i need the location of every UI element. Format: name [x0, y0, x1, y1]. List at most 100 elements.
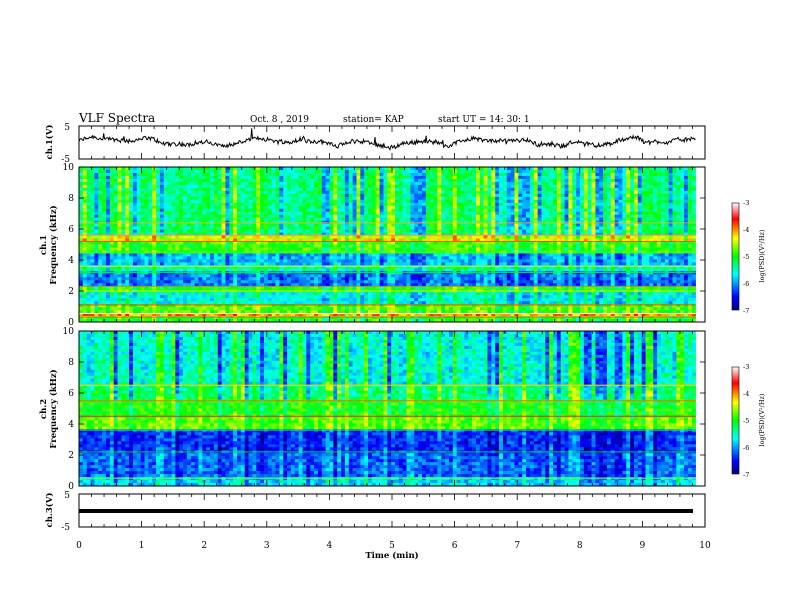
spectrogram-cell	[117, 244, 122, 248]
spectrogram-cell	[657, 202, 662, 207]
spectrogram-cell	[487, 202, 492, 207]
spectrogram-cell	[94, 196, 99, 201]
spectrogram-cell	[206, 211, 211, 215]
spectrogram-cell	[483, 220, 488, 224]
spectrogram-cell	[633, 238, 639, 242]
spectrogram-cell	[283, 247, 288, 251]
spectrogram-cell	[163, 232, 168, 236]
spectrogram-cell	[221, 202, 226, 207]
spectrogram-cell	[240, 202, 246, 207]
spectrogram-cell	[183, 241, 188, 245]
spectrogram-cell	[514, 205, 519, 210]
spectrogram-cell	[610, 220, 615, 224]
spectrogram-cell	[506, 208, 511, 213]
spectrogram-cell	[156, 202, 161, 207]
spectrogram-cell	[398, 205, 404, 210]
spectrogram-cell	[217, 181, 222, 186]
spectrogram-cell	[290, 226, 296, 230]
spectrogram-cell	[294, 190, 299, 195]
spectrogram-cell	[383, 256, 388, 260]
spectrogram-cell	[190, 223, 195, 227]
spectrogram-cell	[163, 220, 168, 224]
spectrogram-cell	[491, 196, 496, 201]
spectrogram-cell	[475, 196, 481, 201]
spectrogram-cell	[325, 241, 330, 245]
spectrogram-cell	[479, 214, 484, 218]
spectrogram-cell	[314, 238, 319, 242]
spectrogram-cell	[348, 253, 353, 257]
spectrogram-cell	[522, 220, 527, 224]
spectrogram-cell	[425, 172, 430, 177]
spectrogram-cell	[144, 226, 149, 230]
spectrogram-cell	[487, 184, 492, 189]
spectrogram-cell	[614, 226, 619, 230]
spectrogram-cell	[132, 220, 138, 224]
spectrogram-cell	[622, 223, 627, 227]
spectrogram-cell	[395, 217, 400, 221]
spectrogram-cell	[491, 190, 496, 195]
spectrogram-cell	[452, 235, 457, 239]
spectrogram-cell	[429, 175, 434, 180]
spectrogram-cell	[568, 181, 573, 186]
spectrogram-cell	[206, 226, 211, 230]
spectrogram-cell	[560, 223, 565, 227]
spectrogram-cell	[129, 220, 134, 224]
spectrogram-cell	[433, 169, 438, 174]
spectrogram-cell	[82, 169, 87, 174]
spectrogram-cell	[325, 226, 330, 230]
spectrogram-cell	[194, 247, 199, 251]
spectrogram-cell	[152, 196, 157, 201]
spectrogram-cell	[537, 214, 542, 218]
spectrogram-cell	[387, 232, 392, 236]
spectrogram-cell	[406, 178, 411, 183]
spectrogram-cell	[599, 232, 604, 236]
spectrogram-cell	[202, 226, 207, 230]
spectrogram-cell	[275, 167, 280, 171]
spectrogram-cell	[687, 232, 693, 236]
spectrogram-cell	[680, 217, 685, 221]
spectrogram-cell	[337, 208, 342, 213]
spectrogram-cell	[610, 190, 615, 195]
spectrogram-cell	[341, 167, 346, 171]
spectrogram-cell	[271, 190, 276, 195]
spectrogram-cell	[102, 208, 107, 213]
spectrogram-cell	[371, 169, 377, 174]
spectrogram-cell	[549, 169, 554, 174]
spectrogram-cell	[610, 187, 615, 192]
spectrogram-cell	[348, 178, 353, 183]
spectrogram-cell	[522, 232, 527, 236]
spectrogram-cell	[348, 199, 353, 204]
spectrogram-cell	[522, 172, 527, 177]
spectrogram-cell	[591, 214, 596, 218]
spectrogram-cell	[125, 217, 130, 221]
spectrogram-cell	[321, 235, 326, 239]
spectrogram-cell	[79, 256, 84, 260]
spectrogram-cell	[491, 211, 496, 215]
spectrogram-cell	[630, 202, 635, 207]
spectrogram-cell	[630, 193, 635, 198]
spectrogram-cell	[568, 223, 573, 227]
spectrogram-cell	[325, 220, 330, 224]
spectrogram-cell	[660, 202, 666, 207]
spectrogram-cell	[210, 167, 215, 171]
spectrogram-cell	[402, 202, 407, 207]
spectrogram-cell	[433, 223, 438, 227]
spectrogram-cell	[240, 235, 246, 239]
spectrogram-cell	[556, 208, 562, 213]
spectrogram-cell	[267, 229, 272, 233]
spectrogram-cell	[221, 241, 226, 245]
spectrogram-cell	[190, 217, 195, 221]
spectrogram-cell	[352, 181, 357, 186]
spectrogram-cell	[603, 253, 608, 257]
spectrogram-cell	[433, 214, 438, 218]
spectrogram-cell	[225, 178, 230, 183]
spectrogram-cell	[190, 205, 195, 210]
spectrogram-cell	[248, 208, 253, 213]
spectrogram-cell	[649, 199, 654, 204]
spectrogram-cell	[464, 211, 469, 215]
spectrogram-cell	[144, 175, 149, 180]
spectrogram-cell	[626, 181, 631, 186]
spectrogram-cell	[244, 217, 249, 221]
spectrogram-cell	[360, 226, 365, 230]
spectrogram-cell	[105, 199, 111, 204]
